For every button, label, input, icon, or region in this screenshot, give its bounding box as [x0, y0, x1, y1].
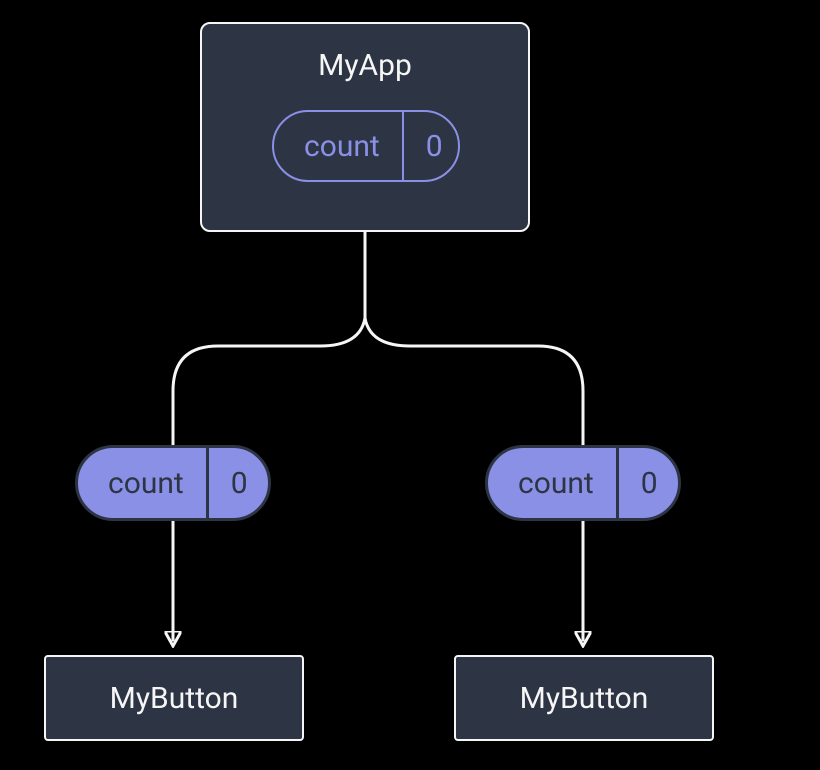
pill-left-prop-label: count [78, 448, 206, 518]
pill-left-prop: count 0 [75, 445, 271, 521]
edge-app-to-left-pill [173, 318, 365, 445]
pill-left-prop-value: 0 [206, 448, 271, 518]
node-left-button-label: MyButton [110, 681, 239, 716]
pill-right-prop-value: 0 [616, 448, 681, 518]
pill-app-state-label: count [274, 112, 402, 180]
edge-app-to-right-pill [365, 318, 583, 445]
node-right-button-label: MyButton [520, 681, 649, 716]
diagram-canvas: MyApp count 0 count 0 count 0 MyButton M… [0, 0, 820, 770]
pill-right-prop: count 0 [485, 445, 681, 521]
pill-right-prop-label: count [488, 448, 616, 518]
pill-app-state: count 0 [272, 110, 460, 182]
node-left-button: MyButton [44, 655, 304, 741]
node-right-button: MyButton [454, 655, 714, 741]
node-app-title: MyApp [318, 48, 412, 83]
